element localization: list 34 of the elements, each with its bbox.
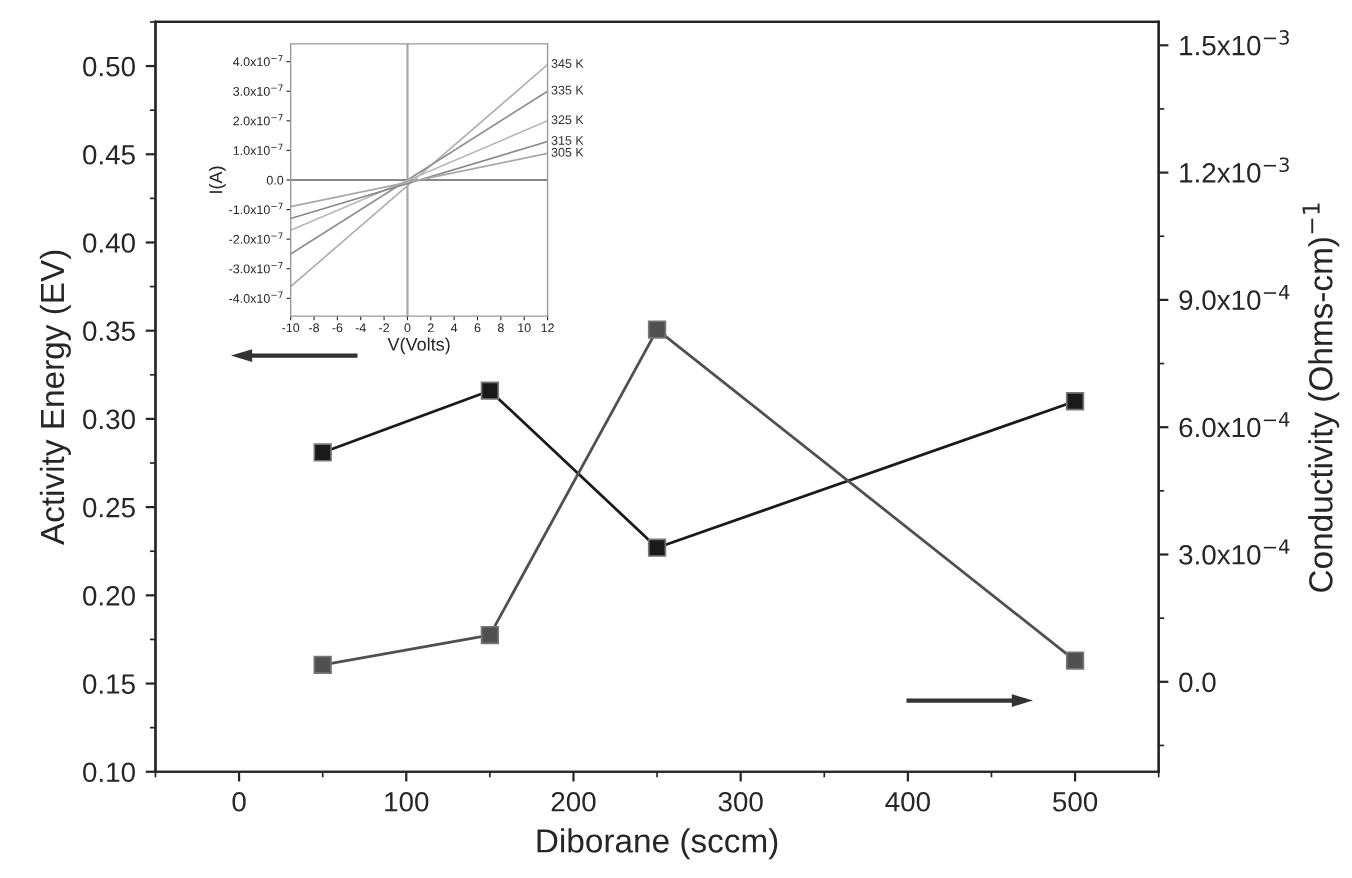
x-tick-label: 400 [885,791,930,812]
y-axis-title: Activity Energy (EV) [39,250,71,545]
y-tick-label: 0.15 [83,674,135,694]
y-axis-title: I(A) [209,166,226,193]
y2-tick-label: 1.5x10$^{−3}$ [1180,30,1289,56]
x-tick-label: 100 [385,791,429,812]
y-tick-label: 0.25 [83,497,135,518]
x-axis-title: V(Volts) [387,337,450,355]
y-tick-label: 0.30 [83,409,135,430]
y2-tick-label: 0.0 [1179,672,1216,693]
y-tick-label: 0.20 [83,586,135,606]
y2-tick-label: 9.0x10$^{−4}$ [1179,284,1290,311]
x-tick-label: 0 [232,791,246,812]
point [480,625,500,645]
point [480,381,500,400]
y-tick-label: 0.40 [83,233,135,253]
y-tick-label: 0.10 [83,762,135,783]
y-tick-label: 0.50 [83,56,135,77]
x-tick-label: 200 [551,791,596,812]
point [1065,651,1085,670]
y-tick-label: 0.45 [83,144,135,165]
x-tick-label: 300 [718,791,763,812]
x-axis-title: Diborane (sccm) [537,828,778,860]
point [647,320,667,339]
y-tick-label: 0.35 [83,321,135,342]
y2-axis-title: Conductivity (Ohms-cm)$^{−1}$ [1302,203,1340,592]
point [313,655,332,674]
point [1065,392,1085,411]
x-tick-label: 500 [1053,791,1098,812]
point [313,443,332,462]
y2-tick-label: 3.0x10$^{−4}$ [1179,539,1290,565]
y2-tick-label: 1.2x10$^{−3}$ [1180,157,1289,183]
point [647,538,667,557]
y2-tick-label: 6.0x10$^{−4}$ [1179,412,1290,438]
